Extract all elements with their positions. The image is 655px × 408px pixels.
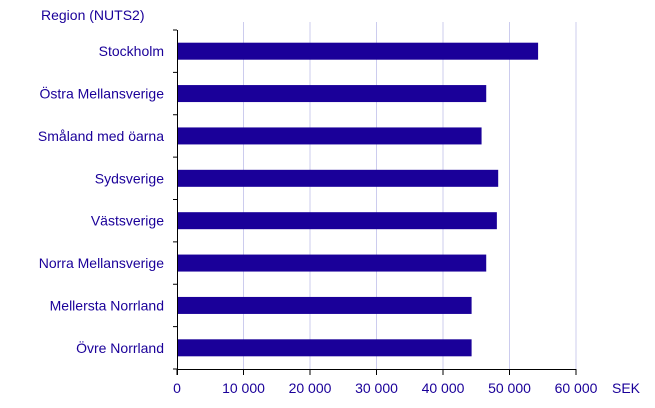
bar-3 (177, 169, 499, 187)
x-tick-label-5: 50 000 (488, 380, 531, 396)
axes (173, 29, 577, 375)
x-tick-label-1: 10 000 (222, 380, 265, 396)
category-label-0: Stockholm (99, 43, 164, 59)
category-label-4: Västsverige (91, 213, 164, 229)
category-label-2: Småland med öarna (38, 128, 164, 144)
bar-4 (177, 212, 497, 230)
bar-5 (177, 254, 487, 272)
x-tick-label-4: 40 000 (422, 380, 465, 396)
x-axis-unit-label: SEK (612, 380, 641, 396)
bar-2 (177, 127, 482, 145)
y-axis-title: Region (NUTS2) (41, 7, 144, 23)
x-tick-label-2: 20 000 (289, 380, 332, 396)
category-label-7: Övre Norrland (76, 339, 164, 356)
bar-0 (177, 42, 539, 60)
bar-7 (177, 339, 472, 357)
category-label-3: Sydsverige (95, 170, 164, 186)
bar-6 (177, 296, 472, 314)
x-tick-label-3: 30 000 (355, 380, 398, 396)
category-label-6: Mellersta Norrland (50, 297, 164, 313)
bar-1 (177, 85, 487, 103)
category-label-5: Norra Mellansverige (39, 255, 164, 271)
labels: 0 10 000 20 000 30 000 40 000 50 000 60 000 Sto… (38, 43, 598, 396)
x-tick-label-0: 0 (173, 380, 181, 396)
grid-lines (243, 22, 577, 369)
x-tick-label-6: 60 000 (555, 380, 598, 396)
category-label-1: Östra Mellansverige (40, 85, 165, 102)
bars (177, 42, 539, 357)
